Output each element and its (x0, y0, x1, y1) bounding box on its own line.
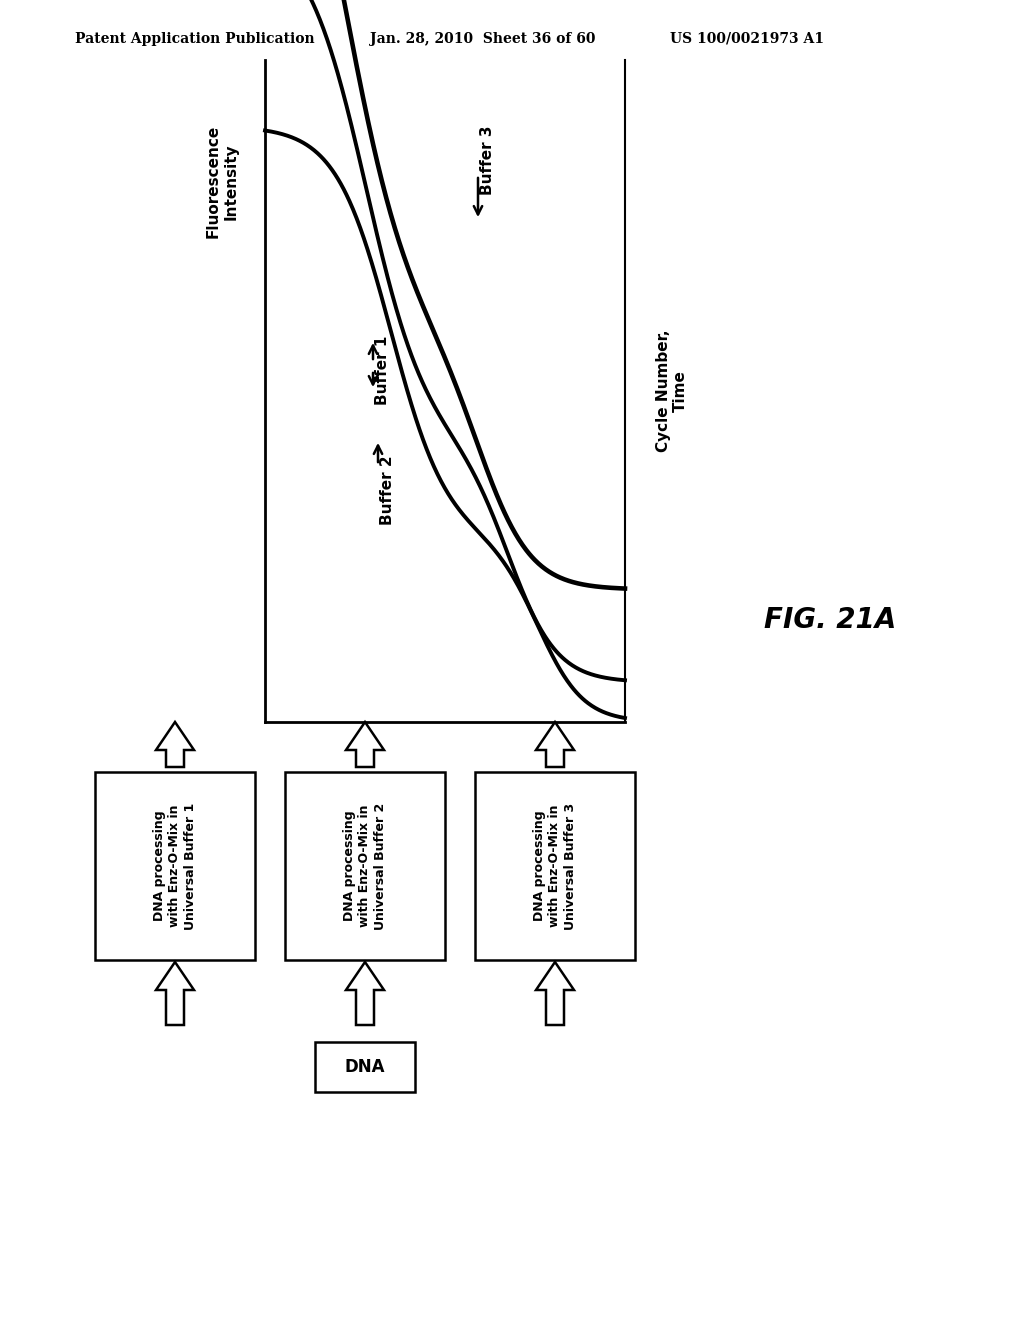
Text: DNA processing
with Enz-O-Mix in
Universal Buffer 2: DNA processing with Enz-O-Mix in Univers… (343, 803, 386, 929)
Bar (285, 772, 445, 960)
Polygon shape (346, 722, 384, 767)
Text: DNA processing
with Enz-O-Mix in
Universal Buffer 3: DNA processing with Enz-O-Mix in Univers… (534, 803, 577, 929)
Text: DNA processing
with Enz-O-Mix in
Universal Buffer 1: DNA processing with Enz-O-Mix in Univers… (154, 803, 197, 929)
Polygon shape (536, 962, 574, 1026)
Text: Fluorescence
Intensity: Fluorescence Intensity (206, 125, 239, 238)
Polygon shape (156, 722, 194, 767)
Polygon shape (536, 722, 574, 767)
Text: Jan. 28, 2010  Sheet 36 of 60: Jan. 28, 2010 Sheet 36 of 60 (370, 32, 596, 46)
Text: Buffer 3: Buffer 3 (480, 125, 495, 195)
Text: Buffer 2: Buffer 2 (380, 455, 395, 525)
Text: Cycle Number,
Time: Cycle Number, Time (655, 330, 688, 453)
Text: Buffer 1: Buffer 1 (375, 335, 390, 405)
Bar (475, 772, 635, 960)
Text: FIG. 21A: FIG. 21A (764, 606, 896, 634)
Bar (95, 772, 255, 960)
Bar (315, 1041, 415, 1092)
Text: DNA: DNA (345, 1059, 385, 1076)
Polygon shape (346, 962, 384, 1026)
Polygon shape (260, 0, 700, 727)
Polygon shape (156, 962, 194, 1026)
Text: Patent Application Publication: Patent Application Publication (75, 32, 314, 46)
Text: US 100/0021973 A1: US 100/0021973 A1 (670, 32, 824, 46)
